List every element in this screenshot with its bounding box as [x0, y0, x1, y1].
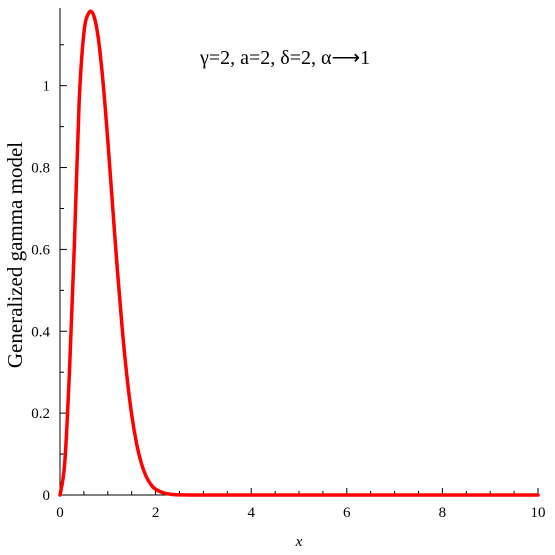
data-point — [102, 80, 105, 83]
data-point — [537, 494, 540, 497]
data-point — [345, 494, 348, 497]
minor-ticks — [60, 44, 515, 495]
data-point — [173, 493, 176, 496]
data-point — [59, 494, 62, 497]
data-point — [82, 31, 85, 34]
x-ticks: 0 2 4 6 8 10 — [56, 488, 546, 521]
y-tick-label: 0.2 — [31, 406, 50, 422]
y-tick-label: 0 — [43, 488, 51, 504]
parameter-annotation: γ=2, a=2, δ=2, α⟶1 — [199, 47, 370, 69]
data-point — [121, 326, 124, 329]
x-tick-label: 10 — [531, 505, 546, 521]
x-tick-label: 0 — [56, 505, 64, 521]
y-tick-label: 0.8 — [31, 161, 50, 177]
data-point — [183, 493, 186, 496]
data-point — [116, 268, 119, 271]
data-point — [441, 494, 444, 497]
x-tick-label: 2 — [152, 505, 160, 521]
x-tick-label: 8 — [439, 505, 447, 521]
data-point — [135, 442, 138, 445]
y-ticks: 0 0.2 0.4 0.6 0.8 1 — [31, 79, 67, 504]
data-point — [97, 36, 100, 39]
data-point — [73, 244, 76, 247]
data-point — [78, 101, 81, 104]
x-tick-label: 6 — [343, 505, 351, 521]
data-point — [125, 375, 128, 378]
data-point — [87, 12, 90, 15]
data-point — [106, 139, 109, 142]
data-point — [192, 494, 195, 497]
data-point — [68, 368, 71, 371]
data-point — [202, 494, 205, 497]
x-axis-label: x — [295, 534, 303, 550]
x-tick-label: 4 — [247, 505, 255, 521]
series-line — [58, 9, 540, 497]
data-point — [111, 204, 114, 207]
y-axis-label: Generalized gamma model — [3, 142, 27, 368]
data-point — [92, 13, 95, 16]
data-point — [140, 462, 143, 465]
y-tick-label: 0.4 — [31, 324, 50, 340]
series-points — [59, 12, 540, 497]
data-point — [164, 492, 167, 495]
data-point — [145, 475, 148, 478]
data-point — [130, 413, 133, 416]
data-point — [63, 461, 66, 464]
y-tick-label: 1 — [43, 79, 51, 95]
data-point — [154, 488, 157, 491]
data-point — [250, 494, 253, 497]
data-point — [149, 483, 152, 486]
y-tick-label: 0.6 — [31, 242, 50, 258]
